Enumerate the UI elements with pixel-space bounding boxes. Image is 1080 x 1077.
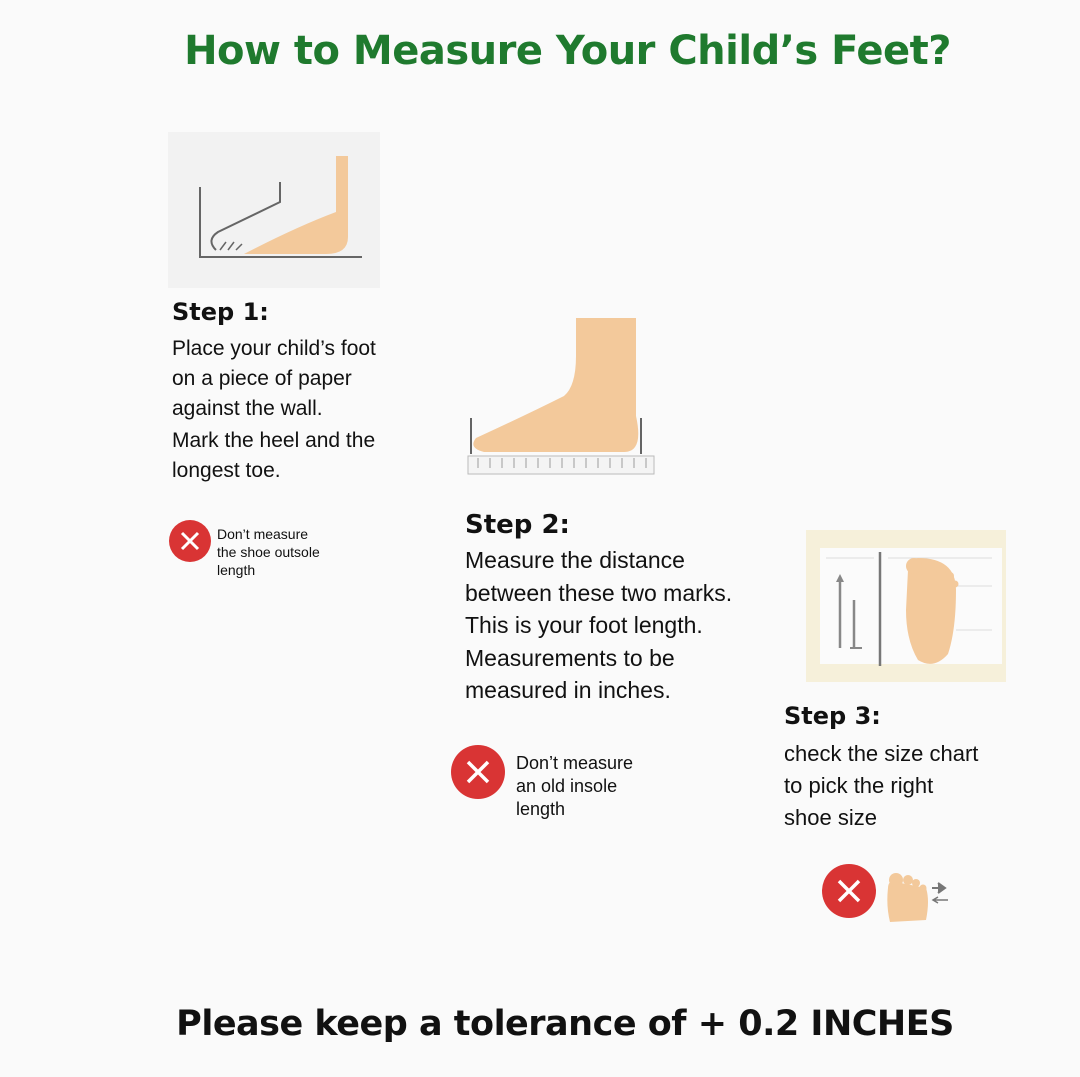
size-chart-icon bbox=[806, 530, 1006, 682]
tolerance-note: Please keep a tolerance of + 0.2 INCHES bbox=[176, 1004, 954, 1044]
text-line: Don’t measure bbox=[217, 526, 309, 542]
text-line: check the size chart bbox=[784, 741, 979, 766]
warning-x-icon bbox=[822, 864, 876, 918]
text-line: Measure the distance bbox=[465, 547, 685, 573]
text-line: measured in inches. bbox=[465, 677, 671, 703]
foot-against-wall-icon bbox=[168, 132, 380, 288]
foot-width-icon bbox=[887, 873, 948, 922]
text-line: between these two marks. bbox=[465, 579, 733, 606]
text-line: Don’t measure bbox=[516, 753, 634, 773]
text-line: length bbox=[516, 799, 566, 819]
text-line: the shoe outsole bbox=[217, 544, 320, 560]
text-line: an old insole bbox=[516, 776, 618, 796]
text-line: on a piece of paper bbox=[172, 367, 352, 390]
step-1-warning: Don’t measure the shoe outsole length bbox=[217, 525, 320, 579]
warning-x-icon bbox=[451, 745, 505, 799]
page-title: How to Measure Your Child’s Feet? bbox=[184, 28, 951, 74]
step-3-heading: Step 3: bbox=[784, 702, 881, 730]
text-line: shoe size bbox=[784, 805, 877, 830]
step-1-text: Place your child’s foot on a piece of pa… bbox=[172, 334, 376, 486]
step-2-heading: Step 2: bbox=[465, 510, 570, 540]
text-line: longest toe. bbox=[172, 459, 281, 482]
text-line: length bbox=[217, 562, 256, 578]
warning-x-icon bbox=[169, 520, 211, 562]
text-line: This is your foot length. bbox=[465, 612, 703, 638]
step-2-text: Measure the distance between these two m… bbox=[465, 544, 732, 707]
text-line: Measurements to be bbox=[465, 644, 675, 671]
foot-on-ruler-icon bbox=[467, 318, 655, 475]
text-line: against the wall. bbox=[172, 397, 323, 420]
text-line: to pick the right bbox=[784, 773, 934, 798]
step-1-heading: Step 1: bbox=[172, 298, 269, 326]
text-line: Mark the heel and the bbox=[172, 429, 376, 452]
step-2-warning: Don’t measure an old insole length bbox=[516, 752, 633, 821]
step-3-text: check the size chart to pick the right s… bbox=[784, 738, 978, 834]
text-line: Place your child’s foot bbox=[172, 337, 376, 360]
